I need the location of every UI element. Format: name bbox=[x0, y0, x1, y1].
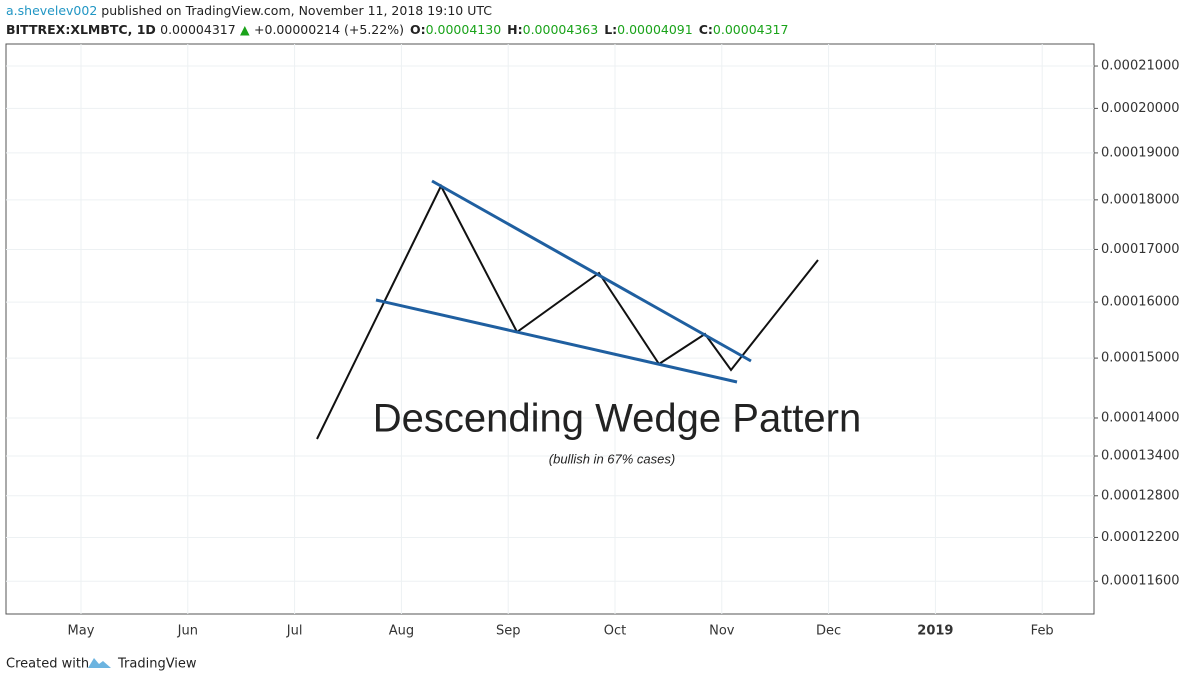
last: 0.00004317 bbox=[160, 22, 236, 37]
author[interactable]: a.shevelev002 bbox=[6, 3, 97, 18]
ohlc-value: 0.00004091 bbox=[617, 22, 693, 37]
y-tick-label: 0.00014000 bbox=[1101, 410, 1180, 425]
ohlc-label: C: bbox=[699, 22, 713, 37]
brand-logo bbox=[88, 658, 111, 668]
ohlc-label: H: bbox=[507, 22, 522, 37]
grid bbox=[6, 44, 1094, 614]
ohlc-value: 0.00004317 bbox=[713, 22, 789, 37]
y-tick-label: 0.00011600 bbox=[1101, 574, 1180, 589]
chart-subtitle: (bullish in 67% cases) bbox=[549, 451, 675, 466]
x-tick-label: Sep bbox=[496, 624, 521, 639]
ohlc-value: 0.00004130 bbox=[426, 22, 502, 37]
x-tick-label: Jun bbox=[177, 624, 198, 639]
y-tick-label: 0.00012200 bbox=[1101, 530, 1180, 545]
y-tick-label: 0.00015000 bbox=[1101, 351, 1180, 366]
y-tick-label: 0.00016000 bbox=[1101, 295, 1180, 310]
x-tick-label: Dec bbox=[816, 624, 841, 639]
created-with: Created with bbox=[6, 657, 89, 672]
ohlc-label: O: bbox=[410, 22, 426, 37]
symbol: BITTREX:XLMBTC, 1D bbox=[6, 22, 156, 37]
y-tick-label: 0.00019000 bbox=[1101, 145, 1180, 160]
y-tick-label: 0.00018000 bbox=[1101, 192, 1180, 207]
x-tick-label: 2019 bbox=[917, 624, 953, 639]
x-tick-label: Aug bbox=[389, 624, 414, 639]
y-tick-label: 0.00017000 bbox=[1101, 242, 1180, 257]
chart-title: Descending Wedge Pattern bbox=[373, 397, 861, 441]
upper-wedge-line bbox=[431, 179, 752, 363]
x-tick-label: Oct bbox=[604, 624, 626, 639]
brand[interactable]: TradingView bbox=[117, 657, 197, 672]
ohlc-label: L: bbox=[604, 22, 617, 37]
x-tick-label: Feb bbox=[1031, 624, 1054, 639]
arrow: ▲ bbox=[240, 22, 250, 37]
plot-border bbox=[5, 43, 1095, 615]
x-tick-label: Nov bbox=[709, 624, 735, 639]
lower-wedge-line bbox=[375, 298, 738, 384]
y-tick-label: 0.00021000 bbox=[1101, 59, 1180, 74]
x-tick-label: Jul bbox=[286, 624, 303, 639]
symbol-line: BITTREX:XLMBTC, 1D 0.00004317 ▲ +0.00000… bbox=[6, 22, 788, 37]
x-tick-label: May bbox=[68, 624, 95, 639]
header-line: a.shevelev002 published on TradingView.c… bbox=[6, 3, 492, 18]
ohlc-value: 0.00004363 bbox=[523, 22, 599, 37]
y-tick-label: 0.00012800 bbox=[1101, 488, 1180, 503]
zigzag-drawing bbox=[316, 183, 819, 440]
change: +0.00000214 (+5.22%) bbox=[254, 22, 404, 37]
y-tick-label: 0.00020000 bbox=[1101, 101, 1180, 116]
ohlc: O:0.00004130 H:0.00004363 L:0.00004091 C:0.… bbox=[410, 22, 789, 37]
published: published on TradingView.com, November 1… bbox=[101, 3, 492, 18]
y-tick-label: 0.00013400 bbox=[1101, 449, 1180, 464]
